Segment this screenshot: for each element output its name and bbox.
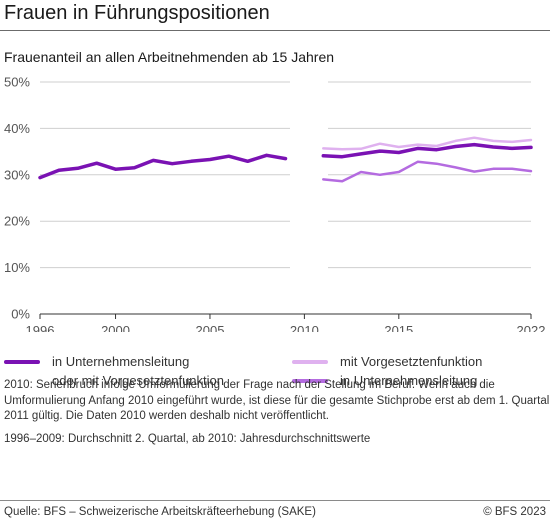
x-tick-label: 2000 xyxy=(101,323,130,332)
legend-swatch-total xyxy=(4,360,40,364)
series-line-supervisor-seg0 xyxy=(322,136,533,151)
chart-title: Frauen in Führungspositionen xyxy=(4,2,270,24)
x-tick-label: 2015 xyxy=(384,323,413,332)
y-tick-label: 20% xyxy=(4,214,30,229)
x-tick-label: 2010 xyxy=(290,323,319,332)
series-line-total-seg0 xyxy=(38,153,288,180)
footer-divider xyxy=(0,500,550,501)
y-tick-label: 30% xyxy=(4,167,30,182)
line-chart: 0% 10% 20% 30% 40% 50% 1996 2000 2005 2010 2015 202… xyxy=(4,75,546,333)
x-tick-label: 2005 xyxy=(196,323,225,332)
legend: in Unternehmensleitung oder mit Vorgeset… xyxy=(0,352,550,396)
legend-label-management: in Unternehmensleitung xyxy=(340,373,478,388)
legend-label-total-line1: in Unternehmensleitung xyxy=(52,354,190,369)
copyright-text: © BFS 2023 xyxy=(483,506,546,518)
y-tick-label: 40% xyxy=(4,121,30,136)
source-text: Quelle: BFS – Schweizerische Arbeitskräf… xyxy=(4,506,316,518)
x-tick-label: 2022 xyxy=(517,323,546,332)
legend-swatch-management xyxy=(292,379,328,383)
note-averages: 1996–2009: Durchschnitt 2. Quartal, ab 2… xyxy=(4,433,371,445)
series-line-management-seg0 xyxy=(322,160,533,183)
x-tick-label: 1996 xyxy=(26,323,55,332)
y-tick-label: 50% xyxy=(4,75,30,90)
legend-swatch-supervisor xyxy=(292,360,328,364)
legend-label-total-line2: oder mit Vorgesetztenfunktion xyxy=(52,373,224,388)
note-series-break: 2010: Serienbruch infolge Umformulierung… xyxy=(4,379,550,422)
series-line-total-seg1 xyxy=(321,142,533,159)
title-divider xyxy=(0,30,550,31)
legend-label-supervisor: mit Vorgesetztenfunktion xyxy=(340,354,483,369)
chart-subtitle: Frauenanteil an allen Arbeitnehmenden ab… xyxy=(4,49,335,65)
y-tick-label: 10% xyxy=(4,260,30,275)
y-tick-label: 0% xyxy=(11,307,30,322)
